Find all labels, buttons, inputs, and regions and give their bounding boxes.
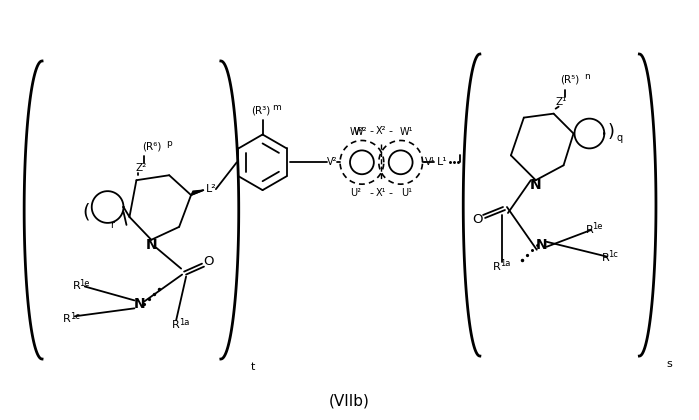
Text: R: R (601, 253, 609, 262)
Text: -: - (389, 126, 393, 136)
Polygon shape (191, 190, 204, 195)
Text: 1e: 1e (80, 279, 90, 288)
Text: R: R (586, 225, 593, 235)
Text: 1e: 1e (592, 222, 603, 231)
Text: 1c: 1c (608, 250, 618, 259)
Text: p: p (166, 139, 172, 148)
Text: 1c: 1c (70, 312, 80, 321)
Text: (R⁶): (R⁶) (142, 142, 161, 152)
Text: X²: X² (376, 126, 387, 136)
Text: L¹: L¹ (437, 158, 448, 167)
Text: (: ( (82, 202, 89, 221)
Text: (R³): (R³) (251, 106, 271, 116)
Text: V¹: V¹ (425, 158, 435, 167)
Text: n: n (584, 72, 590, 81)
Text: -: - (370, 126, 374, 136)
Text: ): ) (607, 123, 614, 141)
Text: m: m (272, 103, 281, 112)
Text: N: N (134, 297, 145, 311)
Text: -: - (389, 188, 393, 198)
Text: V²: V² (327, 158, 338, 167)
Text: R: R (493, 262, 501, 272)
Text: L²: L² (206, 184, 216, 194)
Text: Z¹: Z¹ (556, 97, 568, 107)
Text: R: R (63, 314, 71, 324)
Text: W²: W² (350, 126, 363, 136)
Text: (R⁵): (R⁵) (560, 75, 579, 85)
Text: r: r (110, 220, 115, 230)
Text: W²: W² (353, 126, 367, 136)
Text: W¹: W¹ (400, 126, 413, 136)
Text: N: N (530, 178, 542, 192)
Text: s: s (666, 359, 672, 369)
Text: t: t (250, 362, 255, 372)
Text: O: O (472, 213, 482, 226)
Text: R: R (73, 281, 80, 291)
Text: 1a: 1a (179, 318, 189, 327)
Text: 1a: 1a (500, 259, 510, 268)
Text: Z²: Z² (136, 163, 147, 173)
Text: (VIIb): (VIIb) (329, 393, 370, 408)
Text: U²: U² (350, 188, 361, 198)
Text: N: N (145, 238, 157, 252)
Text: q: q (616, 134, 622, 144)
Text: U¹: U¹ (401, 188, 412, 198)
Text: -: - (370, 188, 374, 198)
Text: R: R (172, 320, 180, 330)
Text: N: N (536, 238, 547, 252)
Text: O: O (203, 255, 214, 268)
Text: X¹: X¹ (376, 188, 387, 198)
